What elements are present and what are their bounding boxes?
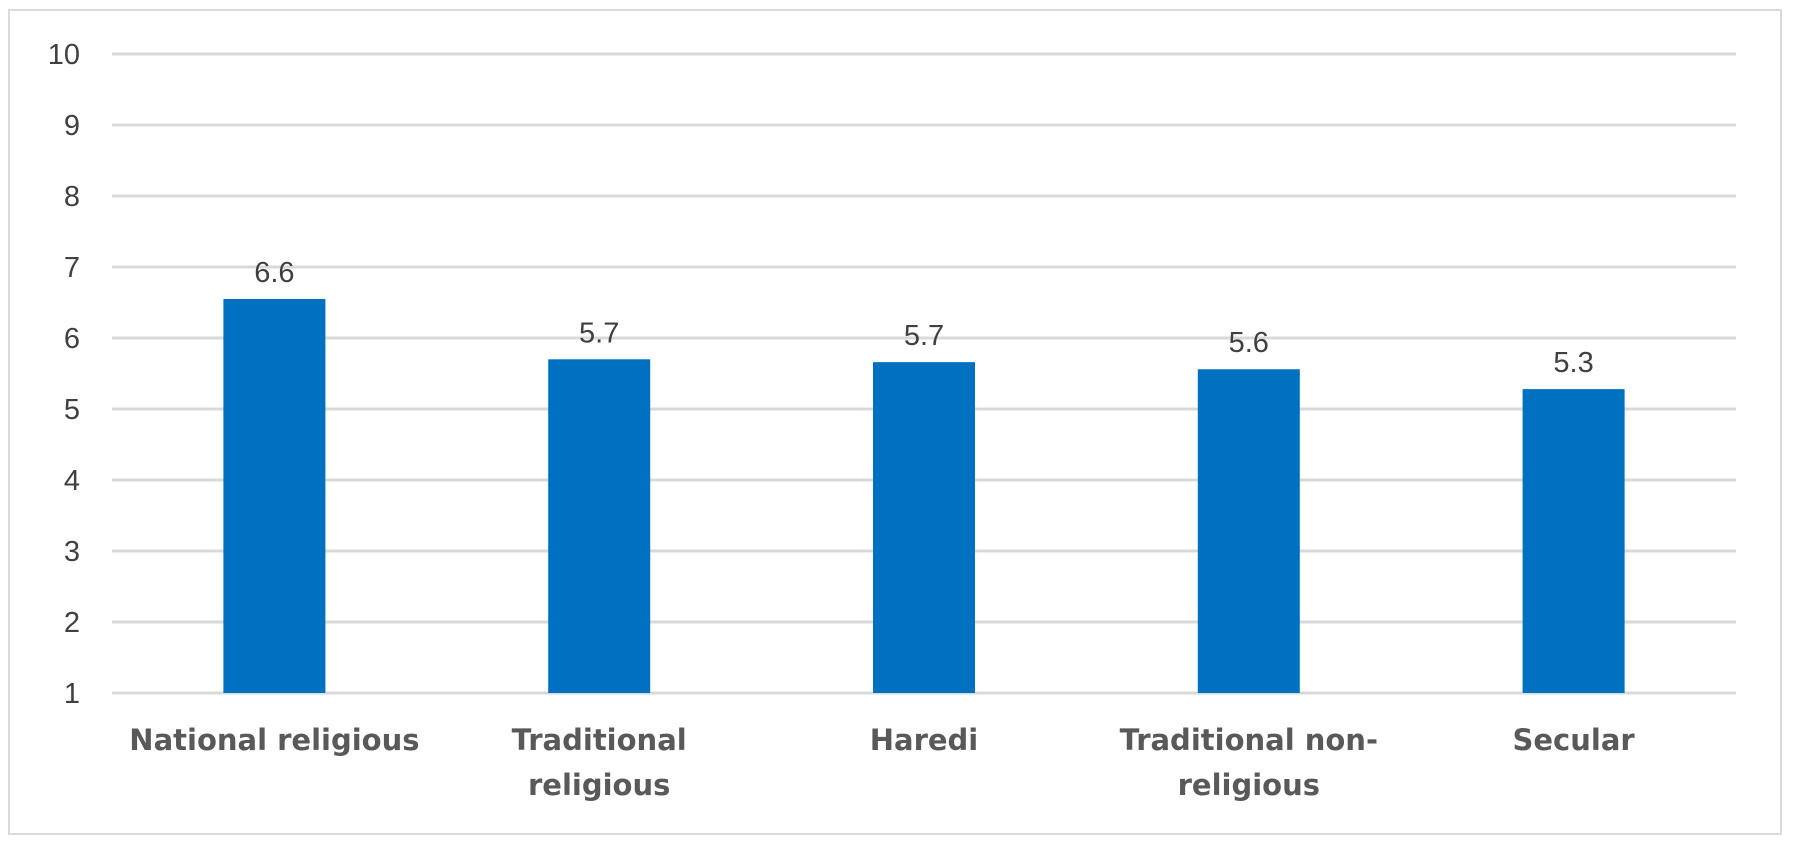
y-tick-label-7: 7 — [64, 252, 80, 284]
category-label-3: Haredi — [870, 723, 979, 757]
bars — [223, 298, 1625, 693]
data-labels: 6.6 5.7 5.7 5.6 5.3 — [254, 257, 1594, 379]
y-tick-label-5: 5 — [64, 394, 80, 426]
bar-4 — [1197, 369, 1300, 693]
y-tick-label-3: 3 — [64, 536, 80, 568]
x-axis-category-labels: National religious Traditional religious Ha… — [129, 723, 1635, 802]
category-label-2: Traditional religious — [512, 723, 687, 802]
y-tick-label-6: 6 — [64, 323, 80, 355]
data-label-1: 6.6 — [254, 257, 294, 289]
gridlines — [112, 52, 1736, 695]
y-tick-label-4: 4 — [64, 465, 80, 497]
category-label-4: Traditional non-religious — [1120, 723, 1378, 802]
data-label-5: 5.3 — [1553, 347, 1593, 379]
bar-2 — [548, 359, 651, 693]
bar-1 — [223, 298, 326, 693]
y-tick-label-10: 10 — [48, 39, 80, 71]
y-tick-label-2: 2 — [64, 607, 80, 639]
category-label-5: Secular — [1512, 723, 1635, 757]
data-label-2: 5.7 — [579, 317, 619, 349]
y-tick-label-1: 1 — [64, 678, 80, 710]
y-tick-label-8: 8 — [64, 181, 80, 213]
y-axis-tick-labels: 1 2 3 4 5 6 7 8 9 10 — [48, 39, 80, 710]
data-label-3: 5.7 — [904, 320, 944, 352]
bar-3 — [873, 362, 975, 693]
bar-5 — [1522, 389, 1625, 693]
data-label-4: 5.6 — [1229, 327, 1269, 359]
y-tick-label-9: 9 — [64, 110, 80, 142]
category-label-1: National religious — [129, 723, 419, 757]
